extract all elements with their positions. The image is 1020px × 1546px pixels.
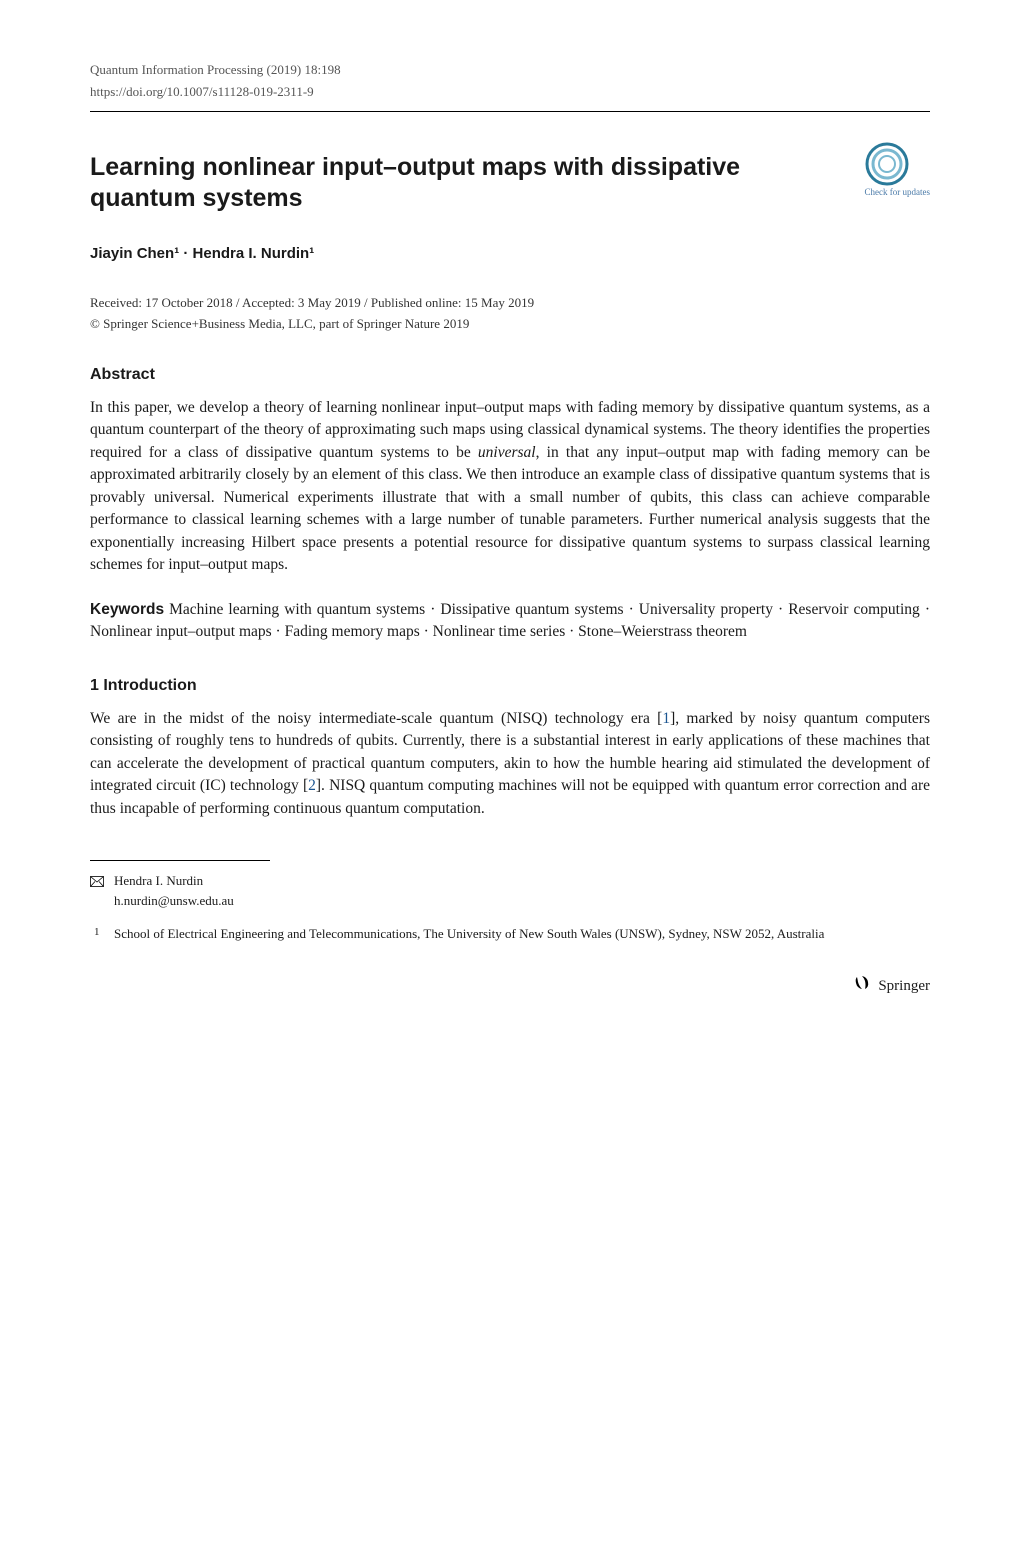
ref-link-2[interactable]: 2: [308, 777, 316, 794]
authors-line: Jiayin Chen¹ · Hendra I. Nurdin¹: [90, 243, 930, 266]
introduction-paragraph: We are in the midst of the noisy interme…: [90, 708, 930, 820]
corresponding-email[interactable]: h.nurdin@unsw.edu.au: [114, 893, 234, 908]
keywords-label: Keywords: [90, 601, 164, 618]
check-updates-badge[interactable]: Check for updates: [865, 142, 930, 198]
springer-logo-icon: [853, 974, 871, 1000]
abstract-text-2: , in that any input–output map with fadi…: [90, 444, 930, 573]
envelope-icon: [90, 873, 104, 893]
affiliation-block: 1 School of Electrical Engineering and T…: [90, 924, 930, 944]
doi-link[interactable]: https://doi.org/10.1007/s11128-019-2311-…: [90, 82, 930, 102]
footer: Springer: [90, 974, 930, 1000]
introduction-heading: 1 Introduction: [90, 674, 930, 698]
header-rule: [90, 111, 930, 112]
intro-text-1: We are in the midst of the noisy interme…: [90, 710, 662, 727]
abstract-emphasis: universal: [478, 444, 536, 461]
paper-title: Learning nonlinear input–output maps wit…: [90, 152, 930, 215]
keywords-text: Machine learning with quantum systems · …: [90, 601, 930, 640]
abstract-paragraph: In this paper, we develop a theory of le…: [90, 397, 930, 577]
affiliation-number: 1: [94, 924, 100, 941]
keywords-paragraph: Keywords Machine learning with quantum s…: [90, 599, 930, 644]
copyright-line: © Springer Science+Business Media, LLC, …: [90, 314, 930, 334]
journal-citation: Quantum Information Processing (2019) 18…: [90, 60, 930, 80]
corresponding-author: Hendra I. Nurdin h.nurdin@unsw.edu.au: [90, 871, 930, 910]
corresponding-name: Hendra I. Nurdin: [114, 873, 203, 888]
header-block: Quantum Information Processing (2019) 18…: [90, 60, 930, 101]
crossmark-icon: [865, 142, 909, 186]
ref-link-1[interactable]: 1: [662, 710, 670, 727]
publication-dates: Received: 17 October 2018 / Accepted: 3 …: [90, 293, 930, 313]
publisher-name: Springer: [878, 978, 930, 994]
affiliation-text: School of Electrical Engineering and Tel…: [114, 926, 824, 941]
abstract-heading: Abstract: [90, 363, 930, 387]
check-updates-label: Check for updates: [865, 188, 930, 198]
footnote-rule: [90, 860, 270, 861]
